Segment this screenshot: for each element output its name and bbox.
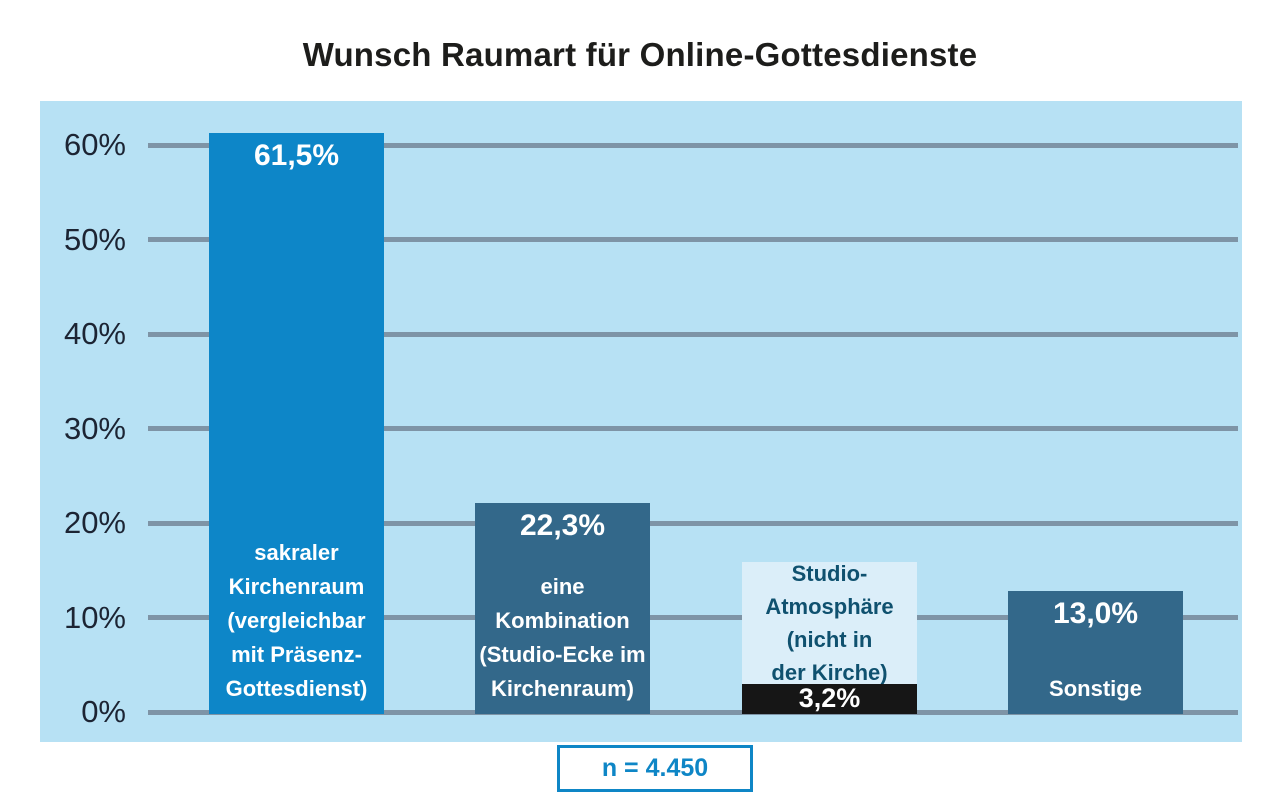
y-axis-tick-label: 40%: [63, 316, 126, 351]
bar: 22,3% eine Kombination (Studio-Ecke im Kirch…: [475, 503, 650, 714]
plot-area: 0% 10% 20% 30% 40% 50% 60% 61,5% sakraler Kirchen…: [40, 101, 1242, 742]
bar-category-label-line: (nicht in: [786, 626, 873, 652]
sample-size-text: n = 4.450: [601, 754, 709, 782]
bar-category-label-line: (vergleichbar: [227, 608, 366, 633]
bar-value-label: 13,0%: [1052, 597, 1139, 631]
bar-category-label: eine Kombination (Studio-Ecke im Kirchenrau…: [475, 570, 650, 714]
bar-category-label-line: Kirchenraum: [228, 574, 365, 599]
y-axis-tick-label: 20%: [63, 505, 126, 540]
gridline: [148, 520, 1238, 526]
bar-category-label-line: Kombination: [495, 608, 630, 633]
y-axis-tick-label: 0%: [81, 694, 126, 729]
y-axis-tick-label: 60%: [63, 127, 126, 162]
bar-category-label: Sonstige: [1008, 672, 1183, 714]
bar-category-label-line: Studio-: [791, 560, 868, 586]
gridline: [148, 142, 1238, 148]
y-axis-tick-label: 50%: [63, 221, 126, 257]
bar-value-label: 22,3%: [519, 509, 606, 543]
bar: 13,0% Sonstige: [1008, 591, 1183, 714]
gridline: [148, 237, 1238, 242]
y-axis-tick-label: 10%: [63, 599, 126, 635]
y-axis-tick-label: 30%: [63, 410, 126, 446]
bar: 3,2%: [742, 683, 917, 714]
gridline: [148, 426, 1238, 431]
bar-value-label: 61,5%: [253, 138, 340, 172]
bar-category-label-box: Studio- Atmosphäre (nicht in der Kirche): [742, 561, 917, 685]
bar-category-label-line: Gottesdienst): [225, 676, 368, 701]
gridline: [148, 615, 1238, 620]
bar-category-label-line: sakraler: [254, 540, 339, 565]
bar-category-label-line: eine: [540, 574, 585, 599]
bar-category-label-line: der Kirche): [771, 659, 888, 685]
bar-value-label: 3,2%: [798, 683, 861, 714]
bar-category-label-line: mit Präsenz-: [231, 642, 362, 667]
page-title: Wunsch Raumart für Online-Gottesdienste: [302, 36, 978, 73]
bar: 61,5% sakraler Kirchenraum (vergleichbar mit…: [209, 132, 384, 714]
bar-category-label: sakraler Kirchenraum (vergleichbar mit Präs…: [209, 536, 384, 714]
bar-category-label-line: Atmosphäre: [765, 593, 894, 619]
gridline: [148, 709, 1238, 715]
bar-category-label-line: (Studio-Ecke im: [479, 642, 646, 667]
bar-category-label-line: Sonstige: [1049, 676, 1142, 701]
sample-size-note: n = 4.450: [557, 745, 753, 792]
gridline: [148, 331, 1238, 337]
bar-category-label-line: Kirchenraum): [490, 676, 635, 701]
